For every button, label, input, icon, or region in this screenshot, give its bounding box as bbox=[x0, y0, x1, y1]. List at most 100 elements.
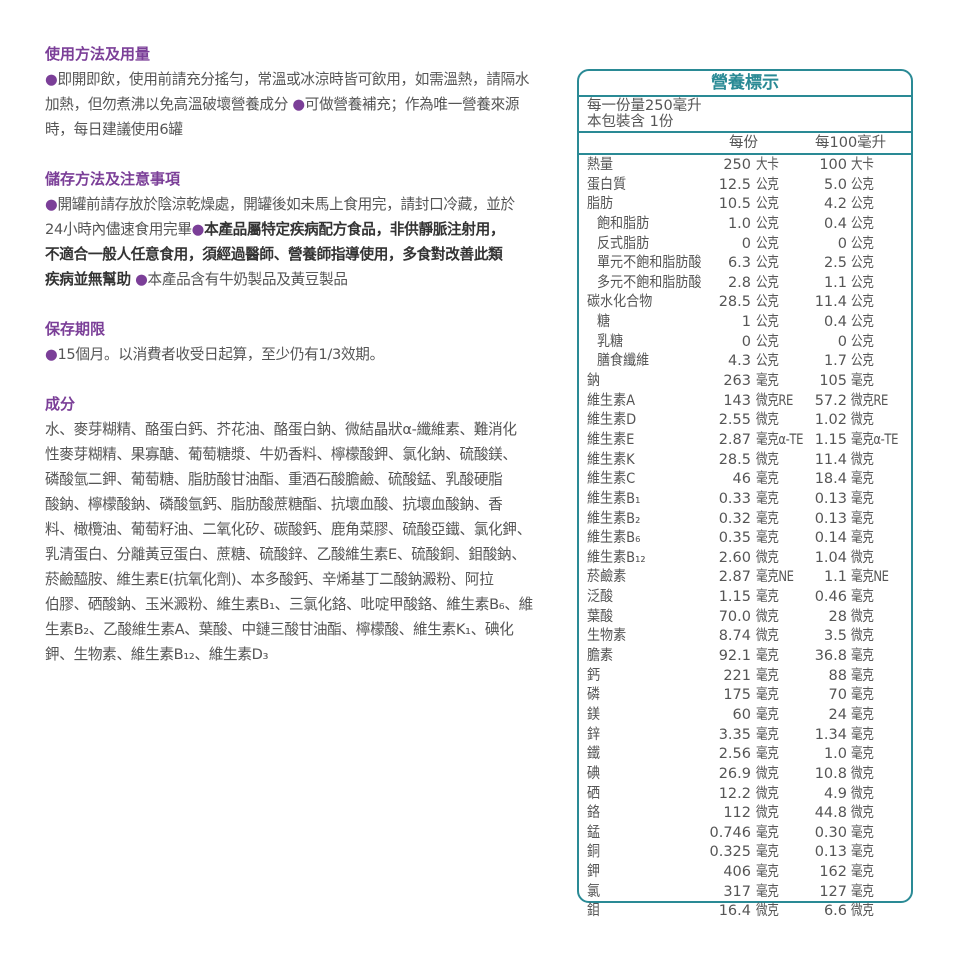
per-100ml-value: 1.15 bbox=[814, 431, 847, 448]
nutrient-name: 維生素C bbox=[587, 471, 636, 488]
per-serving-unit: 毫克 bbox=[756, 824, 779, 841]
text: 15個月。以消費者收受日起算，至少仍有1/3效期。 bbox=[57, 346, 384, 363]
per-serving-value: 1.15 bbox=[718, 589, 751, 606]
per-serving-unit: 公克 bbox=[756, 314, 779, 331]
nutrition-column-header: 每份 每100毫升 bbox=[579, 133, 911, 155]
bullet-icon: ● bbox=[45, 346, 58, 363]
per-serving-value: 317 bbox=[723, 883, 751, 900]
nutrient-name: 飽和脂肪 bbox=[597, 215, 650, 232]
text: 菸鹼醯胺、維生素E(抗氧化劑)、本多酸鈣、辛烯基丁二酸鈉澱粉、阿拉 bbox=[45, 571, 494, 588]
nutrient-name: 氯 bbox=[587, 883, 601, 900]
nutrient-name: 維生素K bbox=[587, 451, 635, 468]
nutrition-rows: 熱量 250 大卡 100 大卡 蛋白質 12.5 公克 5.0 公克 脂肪 10.5 公克 4.2 公克飽… bbox=[579, 155, 911, 922]
per-serving-value: 2.87 bbox=[718, 569, 751, 586]
nutrient-name: 膳食纖維 bbox=[597, 353, 650, 370]
per-serving-unit: 公克 bbox=[756, 215, 779, 232]
per-serving-value: 250 bbox=[723, 157, 751, 173]
per-100ml-value: 0.4 bbox=[823, 314, 847, 331]
per-serving-value: 4.3 bbox=[727, 353, 751, 370]
nutrition-row: 維生素A 143 微克RE 57.2 微克RE bbox=[579, 392, 911, 412]
per-100ml-value: 5.0 bbox=[823, 176, 847, 193]
per-100ml-unit: 毫克 bbox=[851, 648, 874, 665]
nutrient-name: 熱量 bbox=[587, 157, 614, 173]
nutrition-row: 蛋白質 12.5 公克 5.0 公克 bbox=[579, 176, 911, 196]
per-serving-unit: 微克 bbox=[756, 549, 779, 566]
per-serving-unit: 微克 bbox=[756, 785, 779, 802]
nutrient-name: 鈣 bbox=[587, 667, 601, 684]
text-line: ●即開即飲，使用前請充分搖勻，常溫或冰涼時皆可飲用，如需溫熱，請隔水 bbox=[45, 67, 535, 92]
per-serving-value: 6.3 bbox=[727, 255, 751, 272]
per-serving-unit: 微克 bbox=[756, 451, 779, 468]
text: 開罐前請存放於陰涼乾燥處，開罐後如未馬上食用完，請封口冷藏，並於 bbox=[57, 196, 515, 213]
nutrient-name: 多元不飽和脂肪酸 bbox=[597, 274, 702, 291]
nutrition-row: 維生素D 2.55 微克 1.02 微克 bbox=[579, 411, 911, 431]
nutrition-row: 銅 0.325 毫克 0.13 毫克 bbox=[579, 843, 911, 863]
per-100ml-value: 24 bbox=[828, 706, 847, 723]
per-100ml-unit: 毫克 bbox=[851, 589, 874, 606]
nutrient-name: 錳 bbox=[587, 824, 601, 841]
nutrient-name: 維生素D bbox=[587, 412, 637, 429]
per-100ml-unit: 微克 bbox=[851, 785, 874, 802]
nutrition-row: 硒 12.2 微克 4.9 微克 bbox=[579, 785, 911, 805]
nutrition-row: 單元不飽和脂肪酸 6.3 公克 2.5 公克 bbox=[579, 254, 911, 274]
section-heading: 使用方法及用量 bbox=[45, 45, 151, 63]
per-serving-value: 112 bbox=[723, 805, 751, 822]
per-serving-value: 175 bbox=[723, 687, 751, 704]
per-serving-value: 2.56 bbox=[718, 746, 751, 763]
text: 本產品含有牛奶製品及黃豆製品 bbox=[147, 271, 348, 288]
text: 料、橄欖油、葡萄籽油、二氧化矽、碳酸鈣、鹿角菜膠、硫酸亞鐵、氯化鉀、 bbox=[45, 521, 531, 538]
per-serving-unit: 毫克 bbox=[756, 589, 779, 606]
per-100ml-unit: 公克 bbox=[851, 294, 874, 311]
per-100ml-value: 18.4 bbox=[814, 471, 847, 488]
per-100ml-value: 6.6 bbox=[823, 903, 847, 920]
per-serving-value: 0.325 bbox=[709, 844, 751, 861]
per-serving-value: 70.0 bbox=[718, 608, 751, 625]
text-line: ●15個月。以消費者收受日起算，至少仍有1/3效期。 bbox=[45, 342, 535, 367]
nutrition-row: 維生素K 28.5 微克 11.4 微克 bbox=[579, 451, 911, 471]
per-100ml-unit: 大卡 bbox=[851, 157, 874, 173]
per-serving-unit: 公克 bbox=[756, 176, 779, 193]
per-100ml-value: 1.04 bbox=[814, 549, 847, 566]
text-line: 生素B₂、乙酸維生素A、葉酸、中鏈三酸甘油酯、檸檬酸、維生素K₁、碘化 bbox=[45, 617, 535, 642]
per-serving-unit: 毫克 bbox=[756, 687, 779, 704]
nutrition-row: 糖 1 公克 0.4 公克 bbox=[579, 313, 911, 333]
serving-size: 每一份量250毫升 bbox=[587, 98, 702, 114]
per-100ml-unit: 公克 bbox=[851, 215, 874, 232]
per-serving-unit: 毫克 bbox=[756, 530, 779, 547]
text: 酸鈉、檸檬酸鈉、磷酸氫鈣、脂肪酸蔗糖酯、抗壞血酸、抗壞血酸鈉、香 bbox=[45, 496, 503, 513]
nutrition-row: 維生素B₆ 0.35 毫克 0.14 毫克 bbox=[579, 529, 911, 549]
per-serving-unit: 毫克 bbox=[756, 471, 779, 488]
per-100ml-value: 4.2 bbox=[823, 196, 847, 213]
nutrition-row: 氯 317 毫克 127 毫克 bbox=[579, 883, 911, 903]
per-serving-value: 2.8 bbox=[727, 274, 751, 291]
nutrition-row: 膳食纖維 4.3 公克 1.7 公克 bbox=[579, 352, 911, 372]
per-100ml-value: 162 bbox=[819, 864, 847, 881]
per-serving-value: 1.0 bbox=[727, 215, 751, 232]
per-serving-unit: 公克 bbox=[756, 353, 779, 370]
per-serving-value: 0 bbox=[741, 235, 751, 252]
per-serving-value: 8.74 bbox=[718, 628, 751, 645]
bullet-icon: ● bbox=[45, 196, 58, 213]
nutrient-name: 脂肪 bbox=[587, 196, 614, 213]
nutrient-name: 鎂 bbox=[587, 706, 601, 723]
bullet-icon: ● bbox=[292, 96, 305, 113]
nutrition-row: 維生素B₂ 0.32 毫克 0.13 毫克 bbox=[579, 510, 911, 530]
per-serving-value: 2.60 bbox=[718, 549, 751, 566]
per-serving-unit: 毫克 bbox=[756, 648, 779, 665]
per-100ml-unit: 毫克 bbox=[851, 471, 874, 488]
per-100ml-unit: 微克 bbox=[851, 628, 874, 645]
nutrient-name: 菸鹼素 bbox=[587, 569, 627, 586]
nutrition-row: 鉀 406 毫克 162 毫克 bbox=[579, 863, 911, 883]
nutrient-name: 鋅 bbox=[587, 726, 601, 743]
per-100ml-unit: 毫克 bbox=[851, 844, 874, 861]
per-100ml-unit: 毫克 bbox=[851, 510, 874, 527]
nutrition-row: 維生素C 46 毫克 18.4 毫克 bbox=[579, 470, 911, 490]
per-100ml-value: 1.1 bbox=[823, 569, 847, 586]
nutrition-title: 營養標示 bbox=[579, 71, 911, 97]
text-line: 乳清蛋白、分離黃豆蛋白、蔗糖、硫酸鋅、乙酸維生素E、硫酸銅、鉬酸鈉、 bbox=[45, 542, 535, 567]
nutrition-row: 鎂 60 毫克 24 毫克 bbox=[579, 706, 911, 726]
per-100ml-value: 88 bbox=[828, 667, 847, 684]
per-serving-unit: 毫克α-TE bbox=[756, 431, 804, 448]
per-serving-unit: 毫克 bbox=[756, 844, 779, 861]
nutrition-row: 碳水化合物 28.5 公克 11.4 公克 bbox=[579, 293, 911, 313]
